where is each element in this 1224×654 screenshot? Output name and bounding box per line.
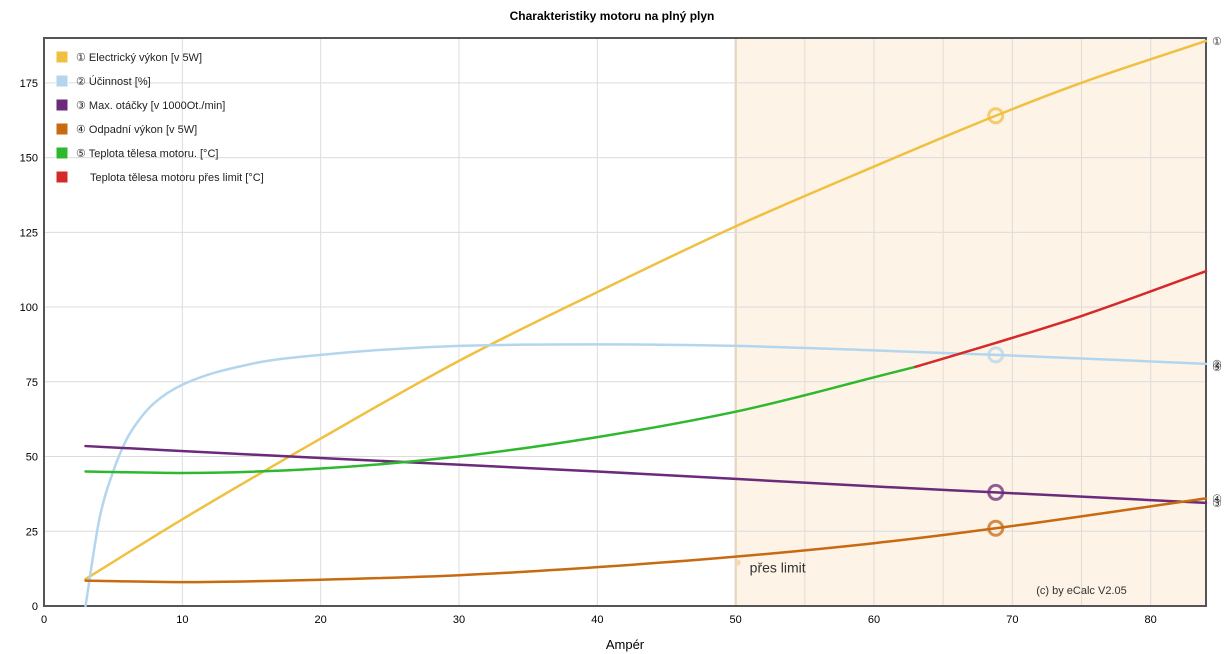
legend-swatch-teplota-telesa-motoru-c xyxy=(55,146,69,160)
x-tick-label-30: 30 xyxy=(453,614,465,626)
x-tick-label-10: 10 xyxy=(176,614,188,626)
y-tick-label-0: 0 xyxy=(32,601,38,613)
series-line-max-otacky-v-1000ot-min xyxy=(84,444,1208,505)
series-line-teplota-telesa-motoru-c xyxy=(84,365,917,475)
legend-label-ucinnost: ② Účinnost [%] xyxy=(76,75,151,88)
legend-swatch-teplota-telesa-motoru-pres-limit-c xyxy=(55,170,69,184)
end-marker-teplota-telesa-motoru-c: ⑤ xyxy=(1212,361,1222,374)
legend-label-electricky-vykon-v-5w: ① Electrický výkon [v 5W] xyxy=(76,52,202,64)
y-tick-label-100: 100 xyxy=(20,302,38,314)
series-line-electricky-vykon-v-5w xyxy=(84,39,1208,581)
operating-point-ucinnost xyxy=(987,346,1005,364)
end-marker-odpadni-vykon-v-5w: ④ xyxy=(1212,492,1222,505)
series-layer xyxy=(84,39,1208,608)
y-tick-label-150: 150 xyxy=(20,153,38,165)
credit-text: (c) by eCalc V2.05 xyxy=(1036,585,1126,597)
operating-points-layer xyxy=(987,107,1005,537)
end-marker-ucinnost: ② xyxy=(1212,358,1222,371)
legend-label-teplota-telesa-motoru-c: ⑤ Teplota tělesa motoru. [°C] xyxy=(76,148,218,160)
tick-labels-layer: 0 10 20 30 40 50 60 70 80 0 25 50 75 100 125 150 175 xyxy=(20,78,1157,626)
end-marker-max-otacky-v-1000ot-min: ③ xyxy=(1212,497,1222,510)
operating-point-odpadni-vykon-v-5w xyxy=(987,519,1005,537)
x-tick-label-50: 50 xyxy=(730,614,742,626)
legend-swatch-electricky-vykon-v-5w xyxy=(55,50,69,64)
y-tick-label-50: 50 xyxy=(26,452,38,464)
x-tick-label-40: 40 xyxy=(591,614,603,626)
series-line-teplota-telesa-motoru-pres-limit-c xyxy=(914,269,1208,369)
chart-title: Charakteristiky motoru na plný plyn xyxy=(510,9,715,23)
x-tick-label-0: 0 xyxy=(41,614,47,626)
limit-region-shading xyxy=(735,38,1206,606)
operating-point-electricky-vykon-v-5w xyxy=(987,107,1005,125)
x-tick-label-80: 80 xyxy=(1145,614,1157,626)
limit-annotation: přes limit xyxy=(750,560,806,576)
y-tick-label-175: 175 xyxy=(20,78,38,90)
legend-label-odpadni-vykon-v-5w: ④ Odpadní výkon [v 5W] xyxy=(76,124,197,136)
legend-label-teplota-telesa-motoru-pres-limit-c: Teplota tělesa motoru přes limit [°C] xyxy=(90,172,264,184)
y-tick-label-125: 125 xyxy=(20,227,38,239)
x-tick-label-60: 60 xyxy=(868,614,880,626)
plot-frame xyxy=(43,37,1207,607)
x-tick-label-70: 70 xyxy=(1006,614,1018,626)
legend: ① Electrický výkon [v 5W] ② Účinnost [%] ③… xyxy=(55,50,264,184)
legend-swatch-ucinnost xyxy=(55,74,69,88)
operating-point-max-otacky-v-1000ot-min xyxy=(987,483,1005,501)
limit-region-layer xyxy=(734,38,1206,606)
y-tick-label-75: 75 xyxy=(26,377,38,389)
legend-swatch-max-otacky-v-1000ot-min xyxy=(55,98,69,112)
x-axis-label: Ampér xyxy=(606,637,645,652)
grid-layer xyxy=(44,38,1206,606)
x-tick-label-20: 20 xyxy=(315,614,327,626)
legend-label-max-otacky-v-1000ot-min: ③ Max. otáčky [v 1000Ot./min] xyxy=(76,100,225,112)
end-markers-layer: ① ② ③④ ⑤ xyxy=(1212,35,1222,510)
y-tick-label-25: 25 xyxy=(26,526,38,538)
plot-frame-layer xyxy=(43,37,1207,607)
series-line-odpadni-vykon-v-5w xyxy=(84,497,1208,584)
end-marker-electricky-vykon-v-5w: ① xyxy=(1212,35,1222,48)
legend-swatch-odpadni-vykon-v-5w xyxy=(55,122,69,136)
